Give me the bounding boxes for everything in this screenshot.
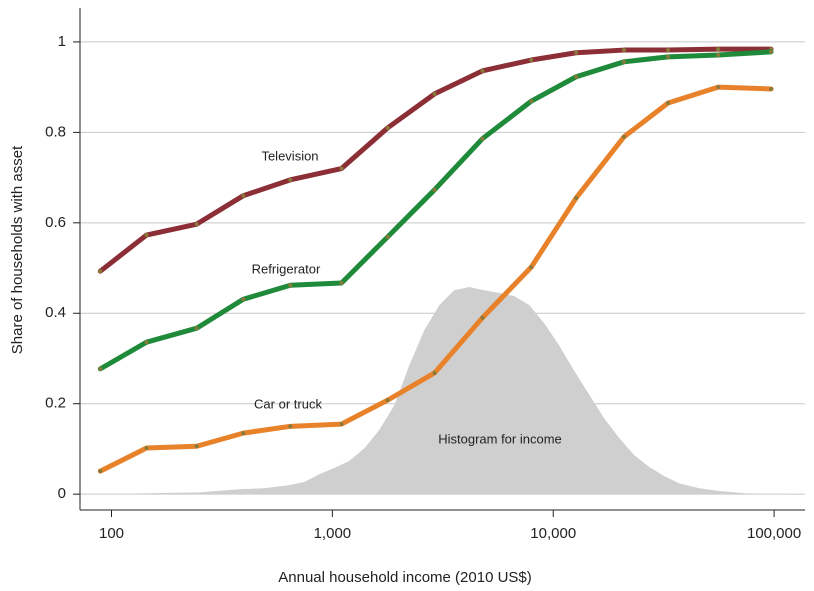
data-point (716, 53, 721, 58)
series-label: Car or truck (254, 396, 322, 411)
x-tick-label: 10,000 (530, 525, 576, 542)
data-point (769, 49, 774, 54)
data-point (621, 134, 626, 139)
data-point (621, 48, 626, 53)
data-point (432, 370, 437, 375)
data-point (529, 99, 534, 104)
y-tick-label: 1 (58, 33, 66, 50)
data-point (194, 444, 199, 449)
data-point (144, 340, 149, 345)
data-point (98, 366, 103, 371)
data-point (144, 446, 149, 451)
data-point (574, 74, 579, 79)
histogram-label: Histogram for income (438, 431, 562, 446)
data-point (666, 48, 671, 53)
series-label: Television (261, 148, 318, 163)
series-line (97, 46, 774, 274)
data-point (621, 59, 626, 64)
data-point (574, 50, 579, 55)
data-point (194, 222, 199, 227)
data-point (339, 422, 344, 427)
data-point (241, 193, 246, 198)
y-axis-label: Share of households with asset (9, 145, 26, 354)
y-tick-label: 0.2 (45, 395, 66, 412)
data-point (241, 431, 246, 436)
data-point (288, 424, 293, 429)
data-point (480, 136, 485, 141)
data-point (666, 54, 671, 59)
data-point (98, 469, 103, 474)
y-tick-label: 0.6 (45, 214, 66, 231)
data-point (288, 283, 293, 288)
data-point (241, 297, 246, 302)
data-point (339, 166, 344, 171)
series-label: Refrigerator (252, 261, 321, 276)
data-point (288, 177, 293, 182)
x-tick-label: 1,000 (314, 525, 352, 542)
data-point (480, 68, 485, 73)
data-point (529, 58, 534, 63)
data-point (385, 234, 390, 239)
y-tick-label: 0.8 (45, 123, 66, 140)
data-point (385, 125, 390, 130)
data-point (769, 86, 774, 91)
data-point (432, 91, 437, 96)
x-tick-label: 100 (99, 525, 124, 542)
x-tick-label: 100,000 (747, 525, 801, 542)
data-point (666, 100, 671, 105)
data-point (432, 187, 437, 192)
data-point (716, 47, 721, 52)
data-point (574, 195, 579, 200)
data-point (144, 233, 149, 238)
histogram-area (84, 287, 790, 495)
data-point (339, 280, 344, 285)
data-point (480, 315, 485, 320)
x-axis-label: Annual household income (2010 US$) (278, 569, 532, 586)
data-point (385, 398, 390, 403)
data-point (98, 269, 103, 274)
data-point (529, 265, 534, 270)
data-point (716, 85, 721, 90)
y-tick-label: 0 (58, 485, 66, 502)
y-tick-label: 0.4 (45, 304, 66, 321)
data-point (194, 326, 199, 331)
